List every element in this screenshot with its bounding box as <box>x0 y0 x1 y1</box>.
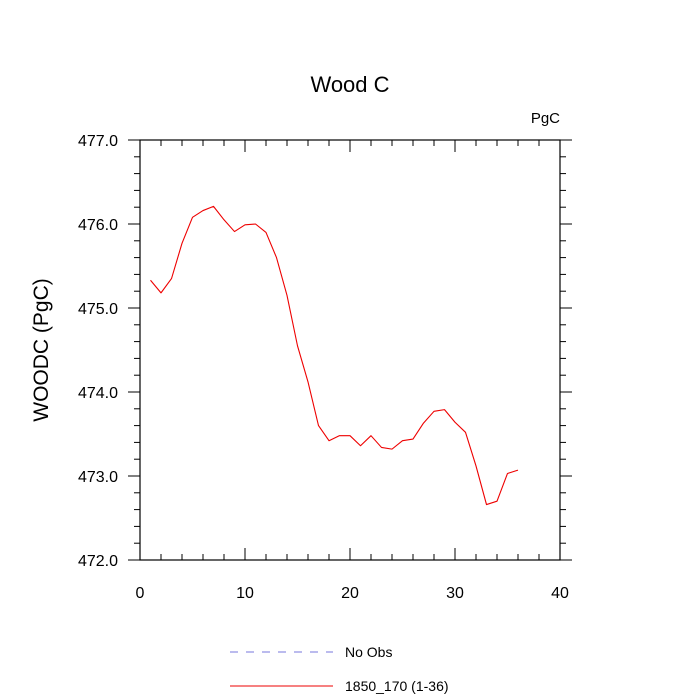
chart-title: Wood C <box>310 72 389 97</box>
legend-label: 1850_170 (1-36) <box>345 678 449 694</box>
y-tick-label: 474.0 <box>78 385 118 402</box>
y-axis-label: WOODC (PgC) <box>30 278 53 422</box>
y-tick-label: 477.0 <box>78 133 118 150</box>
axis-ticks <box>128 139 572 561</box>
series-line <box>150 205 519 506</box>
y-tick-label: 472.0 <box>78 553 118 570</box>
series-lines <box>150 205 519 506</box>
x-tick-label: 10 <box>236 585 254 602</box>
legend: No Obs 1850_170 (1-36) <box>230 644 449 694</box>
x-tick-label: 0 <box>136 585 145 602</box>
plot-frame <box>139 139 561 561</box>
y-tick-label: 476.0 <box>78 217 118 234</box>
x-tick-label: 30 <box>446 585 464 602</box>
units-label: PgC <box>531 110 560 127</box>
axis-tick-labels: 0 10 20 30 40 472.0 473.0 474.0 475.0 476.0 477.0 <box>78 133 569 602</box>
y-tick-label: 473.0 <box>78 469 118 486</box>
x-tick-label: 40 <box>551 585 569 602</box>
x-tick-label: 20 <box>341 585 359 602</box>
legend-label: No Obs <box>345 644 392 660</box>
y-tick-label: 475.0 <box>78 301 118 318</box>
